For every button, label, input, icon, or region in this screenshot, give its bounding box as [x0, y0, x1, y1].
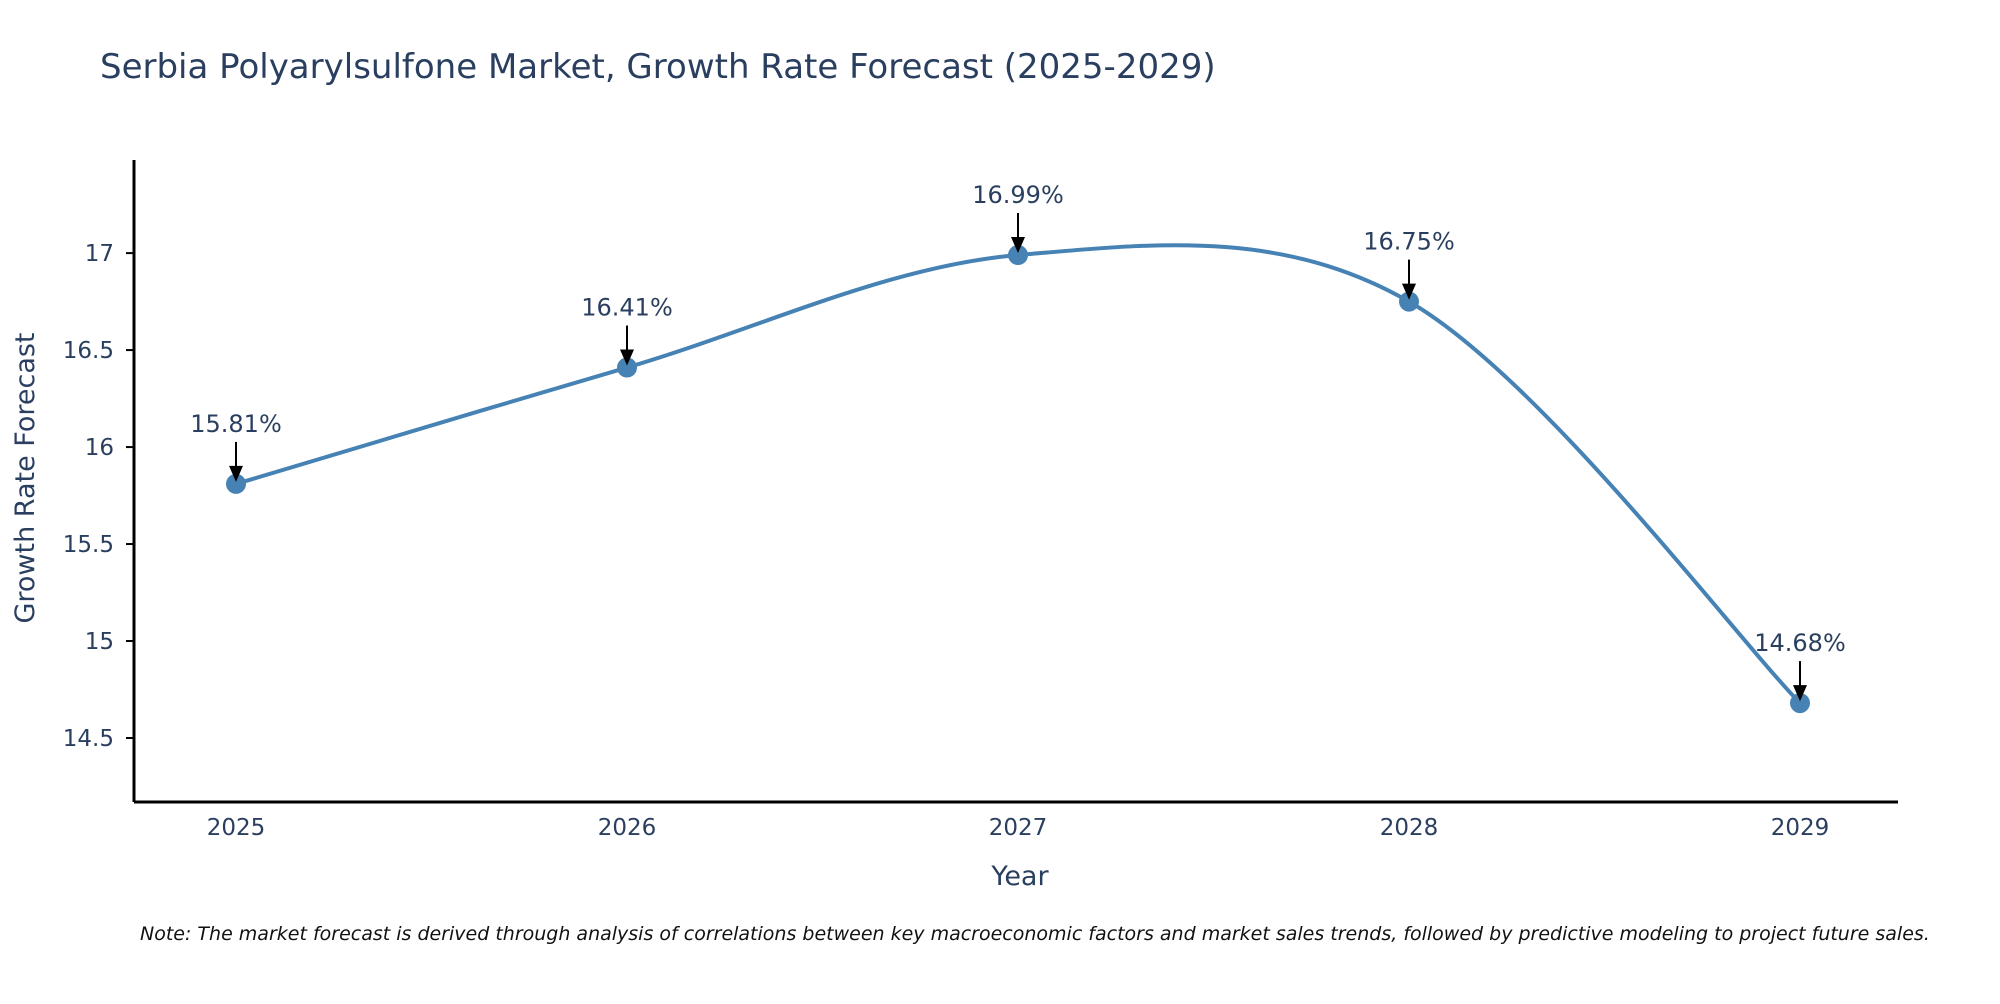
- x-tick-label: 2025: [207, 815, 266, 841]
- data-point: [1790, 693, 1810, 714]
- annotation-arrowhead: [1402, 283, 1416, 300]
- annotation-arrowhead: [1793, 685, 1807, 702]
- x-tick-label: 2029: [1771, 815, 1830, 841]
- data-point: [1399, 291, 1419, 312]
- data-point: [617, 357, 637, 378]
- annotation-arrowhead: [229, 465, 243, 482]
- x-tick-label: 2028: [1380, 815, 1439, 841]
- data-annotations: 15.81% 16.41% 16.99% 16.75% 14.68%: [190, 181, 1846, 702]
- y-tick-label: 15: [85, 629, 114, 655]
- y-tick-label: 14.5: [63, 726, 114, 752]
- data-point: [226, 473, 246, 494]
- y-tick-label: 16.5: [63, 338, 114, 364]
- y-tick-labels: 14.5 15 15.5 16 16.5 17: [63, 241, 134, 752]
- x-tick-label: 2026: [598, 815, 657, 841]
- y-tick-label: 17: [85, 241, 114, 267]
- data-label: 16.75%: [1363, 228, 1455, 256]
- x-tick-label: 2027: [989, 815, 1048, 841]
- footnote: Note: The market forecast is derived thr…: [140, 923, 1930, 945]
- annotation-arrowhead: [1011, 237, 1025, 254]
- chart-title: Serbia Polyarylsulfone Market, Growth Ra…: [100, 47, 1216, 87]
- data-point: [1008, 245, 1028, 266]
- data-label: 16.99%: [972, 181, 1064, 209]
- data-label: 15.81%: [190, 410, 282, 438]
- data-markers: [226, 245, 1810, 714]
- y-tick-label: 16: [85, 435, 114, 461]
- series-line: [235, 243, 1802, 705]
- x-axis-title: Year: [990, 861, 1049, 892]
- data-label: 14.68%: [1754, 629, 1846, 657]
- x-tick-labels: 2025 2026 2027 2028 2029: [207, 815, 1830, 841]
- y-tick-label: 15.5: [63, 532, 114, 558]
- annotation-arrowhead: [620, 349, 634, 366]
- y-axis-title: Growth Rate Forecast: [10, 332, 41, 623]
- data-label: 16.41%: [581, 294, 673, 322]
